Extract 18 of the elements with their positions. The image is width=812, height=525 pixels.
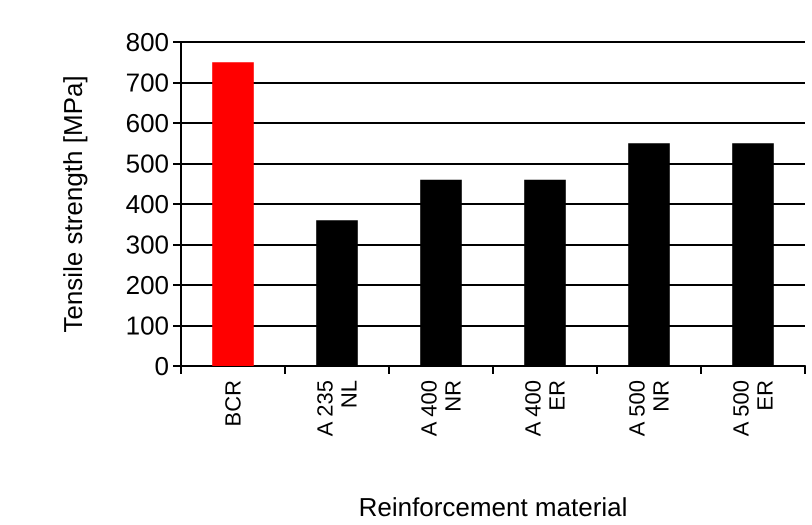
y-tick-label: 500 [126,148,169,178]
x-tick-label: A 400 NR [416,380,466,436]
x-tick-label: A 500 NR [624,380,674,436]
y-tick-label: 600 [126,108,169,138]
y-tick-label: 0 [154,351,169,381]
x-tick-label: A 400 ER [520,380,570,436]
y-axis-title: Tensile strength [MPa] [58,75,88,333]
y-tick-label: 400 [126,189,169,219]
y-tick-label: 300 [126,230,169,260]
y-tick-label: 100 [126,310,169,340]
y-tick-label: 800 [126,27,169,57]
x-tick-label: A 235 NL [312,380,362,436]
y-tick-label: 200 [126,270,169,300]
x-axis-title: Reinforcement material [358,492,628,522]
x-tick-label: BCR [220,380,246,426]
y-tick-label: 700 [126,68,169,98]
x-tick-label: A 500 ER [728,380,778,436]
bar [212,62,254,366]
